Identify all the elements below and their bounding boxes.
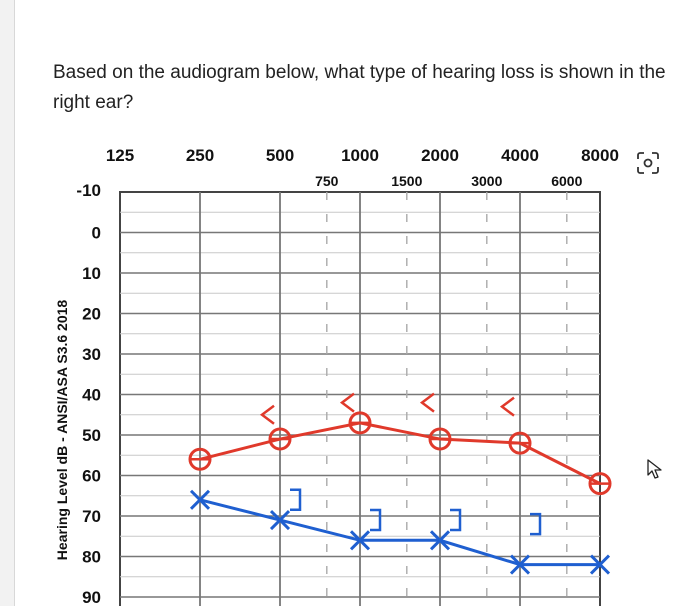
- series-1: [189, 489, 611, 575]
- y-tick-label: 50: [82, 426, 101, 445]
- marker-x: [349, 530, 371, 551]
- audiogram-series: [188, 392, 612, 575]
- marker-lt: [419, 392, 435, 413]
- marker-bracket: [370, 508, 382, 532]
- x-mid-tick-label: 1500: [391, 173, 422, 189]
- marker-bracket: [290, 488, 302, 512]
- y-tick-label: 80: [82, 548, 101, 567]
- y-tick-label: 60: [82, 467, 101, 486]
- marker-x: [189, 489, 211, 510]
- x-tick-label: 8000: [581, 146, 619, 165]
- y-axis-label: Hearing Level dB - ANSI/ASA S3.6 2018: [54, 300, 70, 561]
- x-tick-label: 500: [266, 146, 294, 165]
- marker-lt: [259, 404, 275, 425]
- y-tick-label: 70: [82, 507, 101, 526]
- x-mid-tick-label: 3000: [471, 173, 502, 189]
- cursor-arrow-icon: [647, 459, 662, 479]
- marker-x: [589, 554, 611, 575]
- y-tick-label: 0: [92, 224, 101, 243]
- marker-x: [429, 530, 451, 551]
- series-line: [199, 498, 600, 567]
- x-tick-label: 2000: [421, 146, 459, 165]
- x-tick-label: 250: [186, 146, 214, 165]
- marker-x: [509, 554, 531, 575]
- series-line: [199, 421, 601, 485]
- x-mid-tick-label: 6000: [551, 173, 582, 189]
- question-card: Based on the audiogram below, what type …: [14, 0, 700, 606]
- x-mid-tick-label: 750: [315, 173, 339, 189]
- marker-bracket: [530, 512, 542, 536]
- y-tick-label: 90: [82, 588, 101, 606]
- marker-lt: [339, 392, 355, 413]
- zoom-icon[interactable]: [636, 151, 660, 175]
- x-tick-label: 1000: [341, 146, 379, 165]
- series-2: [259, 392, 515, 425]
- marker-lt: [499, 396, 515, 417]
- y-tick-label: -10: [76, 181, 101, 200]
- marker-bracket: [450, 508, 462, 532]
- marker-x: [269, 509, 291, 531]
- x-tick-label: 4000: [501, 146, 539, 165]
- y-tick-label: 40: [82, 386, 101, 405]
- y-tick-label: 30: [82, 345, 101, 364]
- series-3: [290, 488, 542, 536]
- y-tick-label: 20: [82, 305, 101, 324]
- audiogram-grid: [119, 191, 601, 606]
- series-0: [188, 411, 612, 496]
- x-tick-label: 125: [106, 146, 134, 165]
- question-text: Based on the audiogram below, what type …: [53, 62, 666, 113]
- y-tick-label: 10: [82, 264, 101, 283]
